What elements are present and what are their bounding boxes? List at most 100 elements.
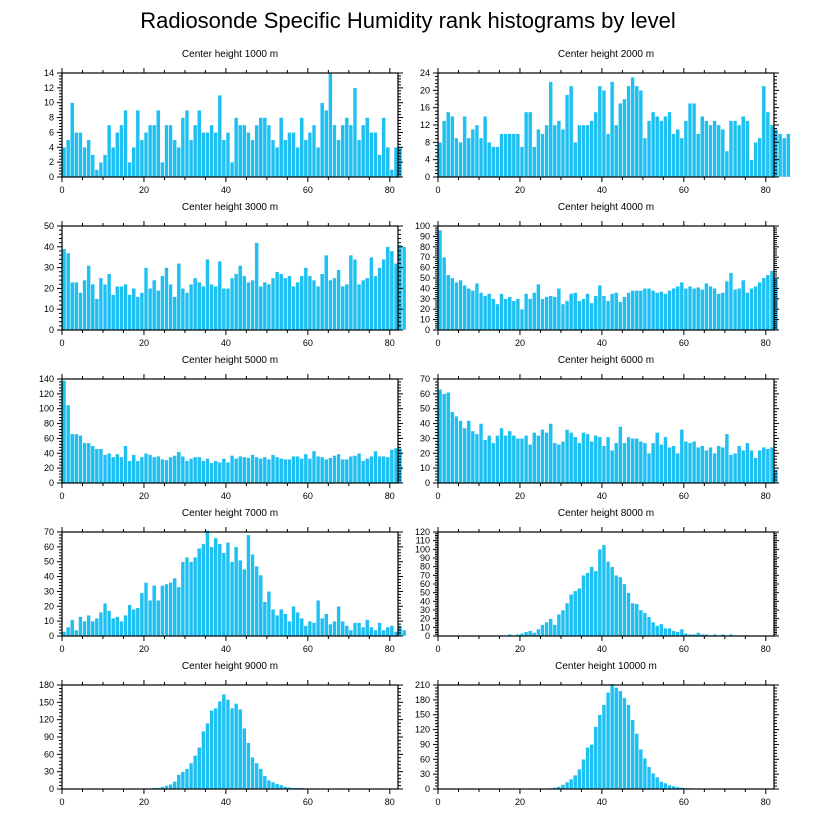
histogram-bar (601, 90, 607, 178)
histogram-bar (135, 460, 140, 484)
histogram-bar (168, 284, 173, 331)
histogram-bar (340, 459, 345, 484)
histogram-bar (262, 281, 267, 331)
histogram-bar (614, 124, 619, 178)
histogram-bar (107, 273, 112, 331)
histogram-bar (515, 133, 520, 178)
histogram-bar (188, 139, 194, 178)
histogram-bar (115, 132, 120, 178)
histogram-bar (377, 622, 382, 637)
histogram-bar (761, 85, 766, 178)
histogram-bar (757, 137, 762, 178)
panel-frame (61, 531, 399, 637)
histogram-bar (544, 124, 549, 178)
histogram-bar (536, 435, 541, 484)
histogram-bar (316, 147, 321, 178)
histogram-bar (78, 435, 83, 484)
histogram-bar (131, 147, 136, 178)
histogram-bar (655, 625, 660, 637)
histogram-bar (679, 628, 684, 637)
histogram-bar (254, 242, 259, 331)
histogram-bar (86, 615, 91, 637)
histogram-panel: Center height 2000 m 0 20 40 60 80 0 4 8 12 16 20 24 (420, 49, 791, 195)
histogram-bar (700, 116, 705, 178)
y-tick-label: 80 (420, 242, 430, 252)
x-tick-label: 20 (515, 491, 525, 501)
histogram-bar (437, 229, 443, 331)
y-tick-label: 4 (49, 142, 54, 152)
histogram-bar (369, 257, 374, 331)
histogram-bar (749, 159, 754, 178)
y-tick-label: 60 (420, 754, 430, 764)
histogram-bar (307, 275, 312, 331)
y-tick-label: 120 (415, 527, 430, 537)
histogram-bar (614, 575, 619, 637)
histogram-bar (601, 704, 607, 790)
y-tick-label: 20 (420, 448, 430, 458)
histogram-bar (107, 610, 112, 637)
figure-title: Radiosonde Specific Humidity rank histog… (140, 8, 676, 33)
histogram-bar (164, 124, 169, 178)
x-tick-label: 20 (139, 491, 149, 501)
histogram-bar (234, 546, 239, 637)
histogram-bar (348, 254, 353, 331)
histogram-bar (556, 614, 561, 637)
histogram-bar (156, 109, 161, 178)
histogram-bar (258, 286, 263, 331)
histogram-bar (454, 281, 459, 331)
histogram-bar (712, 453, 717, 484)
histogram-bar (630, 77, 635, 178)
histogram-bar (328, 72, 333, 178)
histogram-bar (90, 620, 95, 637)
x-tick-label: 80 (385, 644, 395, 654)
histogram-bar (90, 445, 95, 484)
histogram-bar (560, 303, 566, 331)
y-tick-label: 0 (49, 172, 54, 182)
histogram-bar (687, 103, 693, 178)
histogram-bar (638, 609, 643, 637)
histogram-bar (589, 441, 594, 484)
histogram-bar (728, 454, 734, 484)
histogram-bar (348, 124, 353, 178)
y-tick-label: 150 (39, 697, 54, 707)
panel-frame (437, 684, 775, 790)
histogram-bar (503, 298, 508, 331)
histogram-bar (540, 429, 545, 484)
histogram-bar (462, 427, 467, 484)
x-tick-label: 40 (597, 185, 607, 195)
x-tick-label: 0 (59, 491, 64, 501)
panel-title: Center height 2000 m (558, 49, 654, 60)
histogram-bar (70, 619, 75, 637)
histogram-bar (168, 582, 173, 637)
histogram-bar (483, 439, 488, 484)
histogram-bar (692, 441, 697, 484)
x-tick-label: 60 (679, 491, 689, 501)
histogram-bar (205, 259, 210, 331)
histogram-bar (373, 132, 378, 178)
histogram-bar (786, 133, 791, 178)
x-tick-label: 80 (761, 338, 771, 348)
histogram-bar (618, 576, 623, 637)
histogram-bar (495, 146, 500, 178)
histogram-bar (291, 606, 296, 637)
histogram-bar (295, 147, 300, 178)
histogram-bar (720, 447, 725, 484)
x-tick-label: 0 (59, 338, 64, 348)
histogram-bar (164, 583, 169, 637)
histogram-bar (585, 293, 590, 331)
y-tick-label: 8 (49, 113, 54, 123)
histogram-bar (307, 458, 312, 484)
histogram-bar (503, 133, 508, 178)
histogram-bar (176, 774, 181, 790)
histogram-bar (279, 784, 284, 790)
histogram-bar (279, 609, 284, 637)
histogram-bar (724, 433, 729, 484)
histogram-bar (614, 292, 619, 331)
panel-title: Center height 1000 m (182, 49, 278, 60)
histogram-bar (258, 768, 263, 790)
x-tick-label: 80 (761, 644, 771, 654)
histogram-bar (757, 281, 762, 331)
x-tick-label: 20 (139, 338, 149, 348)
histogram-bar (70, 281, 75, 331)
y-tick-label: 120 (39, 715, 54, 725)
